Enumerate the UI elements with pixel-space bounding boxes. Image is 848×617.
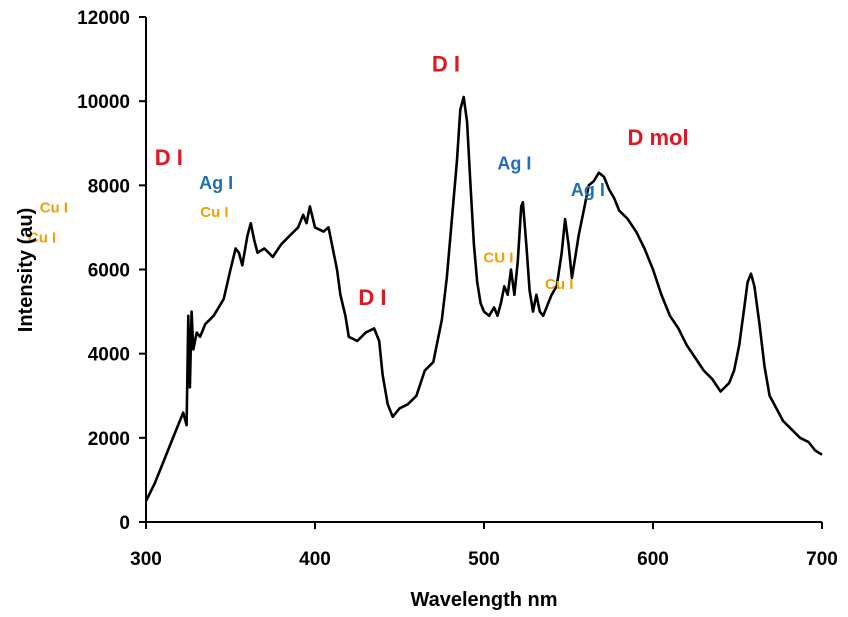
x-tick-label: 400 [299,549,331,570]
x-tick-label: 500 [468,549,500,570]
peak-label: CU I [483,249,513,266]
y-tick-label: 0 [119,513,130,534]
peak-label: Ag I [497,153,531,173]
peak-label: D I [155,145,183,170]
peak-label: Cu I [28,230,56,247]
x-tick-label: 600 [637,549,669,570]
y-axis-title: Intensity (au) [15,208,37,332]
y-tick-label: 10000 [77,92,130,113]
y-tick-label: 12000 [77,8,130,29]
spectrum-line [144,95,823,502]
x-axis-title: Wavelength nm [410,589,557,611]
y-tick-label: 2000 [88,429,130,450]
y-tick-label: 6000 [88,261,130,282]
peak-label: Ag I [199,173,233,193]
peak-label: D I [432,52,460,77]
peak-label: Cu I [40,199,68,216]
x-tick-label: 700 [806,549,838,570]
peak-label: Ag I [571,180,605,200]
peak-label: Cu I [545,276,573,293]
y-tick-label: 8000 [88,176,130,197]
y-tick-label: 4000 [88,345,130,366]
x-tick-label: 300 [130,549,162,570]
peak-label: D I [358,285,386,310]
peak-label: Cu I [200,204,228,221]
plot-area: 0 2000 4000 6000 8000 10000 12000 300 400 500 600 7… [28,8,838,570]
peak-label: D mol [628,125,689,150]
